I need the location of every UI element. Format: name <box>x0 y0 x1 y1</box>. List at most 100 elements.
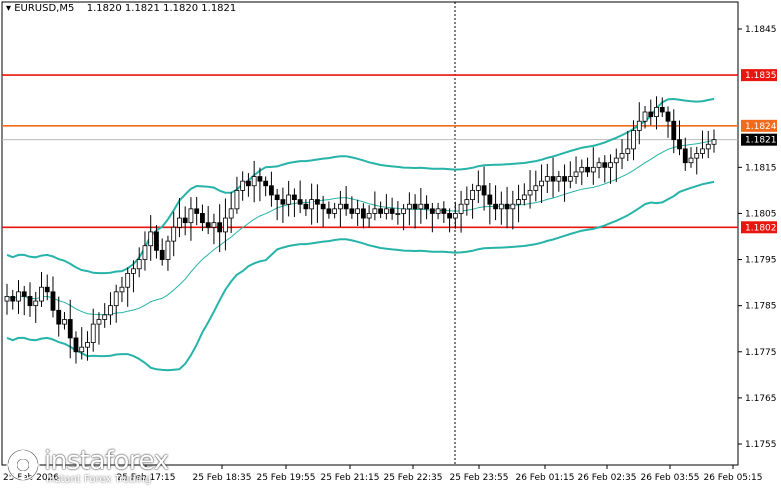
candle <box>401 204 407 231</box>
candle <box>50 276 56 318</box>
bollinger-middle <box>6 139 715 316</box>
candle <box>56 296 62 337</box>
candle <box>44 274 50 301</box>
candle <box>125 267 131 307</box>
time-tick-label: 26 Feb 01:15 <box>515 473 574 483</box>
candle <box>619 139 625 170</box>
brand-tagline: Instant Forex Trading <box>46 474 152 485</box>
candle <box>521 183 527 206</box>
candle <box>269 171 274 207</box>
open-value: 1.1820 <box>86 3 122 14</box>
plot-frame <box>1 1 739 466</box>
candle <box>314 184 320 223</box>
grid-layer <box>1 1 739 466</box>
time-tick-label: 25 Feb 21:15 <box>320 473 379 483</box>
candle <box>493 185 498 221</box>
price-axis: 1.1845 1.1815 1.1805 1.1795 1.1785 1.1775 1.17… <box>738 25 777 450</box>
price-tick-label: 1.1845 <box>745 25 777 35</box>
candle <box>33 291 39 323</box>
candle <box>303 199 309 216</box>
low-value: 1.1820 <box>163 3 199 14</box>
candle <box>452 201 458 229</box>
candle <box>85 331 90 361</box>
candle <box>343 186 349 216</box>
candle <box>148 215 154 261</box>
high-value: 1.1821 <box>124 3 160 14</box>
candle <box>544 163 550 193</box>
candle <box>608 154 613 184</box>
candle <box>596 157 602 179</box>
candle <box>355 199 361 226</box>
time-tick-label: 26 Feb 05:15 <box>703 473 762 483</box>
candle <box>188 197 194 241</box>
candle <box>79 327 85 360</box>
dropdown-triangle-icon[interactable]: ▾ <box>6 3 12 14</box>
candle <box>625 130 631 161</box>
level-tag-label: 1.1802 <box>745 223 777 233</box>
candle <box>177 198 182 238</box>
candle <box>567 161 573 189</box>
level-tag-1.1835 <box>741 69 777 82</box>
candle <box>694 146 700 175</box>
instaforex-logo: instaforex Instant Forex Trading <box>0 444 180 489</box>
candle <box>366 205 372 228</box>
price-tick-label: 1.1805 <box>745 209 777 219</box>
candle <box>550 157 556 198</box>
level-tag-label: 1.1835 <box>745 71 777 81</box>
price-tick-label: 1.1755 <box>745 440 777 450</box>
candle <box>73 331 79 364</box>
symbol-label: EURUSD,M5 <box>14 3 75 14</box>
candle <box>711 129 717 153</box>
candle <box>39 272 44 307</box>
candle <box>504 186 510 229</box>
candle <box>165 235 171 271</box>
candle <box>470 183 475 219</box>
chart-title: ▾ EURUSD,M5 1.1820 1.1821 1.1820 1.1821 <box>6 3 236 14</box>
candle <box>200 204 205 232</box>
candle <box>705 131 711 159</box>
candle <box>527 170 533 209</box>
candle <box>642 106 648 129</box>
candle <box>131 260 136 293</box>
candle <box>636 102 642 145</box>
candle <box>406 192 412 226</box>
candle <box>418 188 424 224</box>
candle <box>579 159 585 186</box>
candle <box>96 312 102 345</box>
candle <box>447 208 452 233</box>
candle <box>280 187 286 223</box>
candle <box>383 194 389 220</box>
candles <box>4 96 717 364</box>
candle <box>590 147 596 185</box>
candle <box>372 191 378 221</box>
candle <box>585 157 590 177</box>
candle <box>257 167 263 202</box>
candle <box>67 299 73 359</box>
candle <box>389 197 395 220</box>
candle <box>562 164 567 202</box>
candle <box>613 148 619 182</box>
candle <box>217 204 223 253</box>
candle <box>194 196 200 226</box>
candle <box>481 166 487 211</box>
candle <box>332 202 338 219</box>
time-tick-label: 25 Feb 22:35 <box>383 473 442 483</box>
candle <box>274 188 280 221</box>
candle <box>108 292 113 325</box>
candle <box>286 180 292 217</box>
candle <box>378 201 384 219</box>
candle <box>10 289 16 310</box>
candle <box>136 247 142 278</box>
candle <box>395 201 401 225</box>
candle <box>119 276 125 303</box>
time-tick-label: 26 Feb 03:55 <box>640 473 699 483</box>
candle <box>240 171 246 201</box>
candle <box>688 147 694 168</box>
candle <box>412 194 418 229</box>
candle <box>648 99 654 126</box>
candle <box>556 171 562 192</box>
bollinger-upper <box>6 97 715 275</box>
candle <box>159 238 165 266</box>
candle <box>337 190 343 227</box>
